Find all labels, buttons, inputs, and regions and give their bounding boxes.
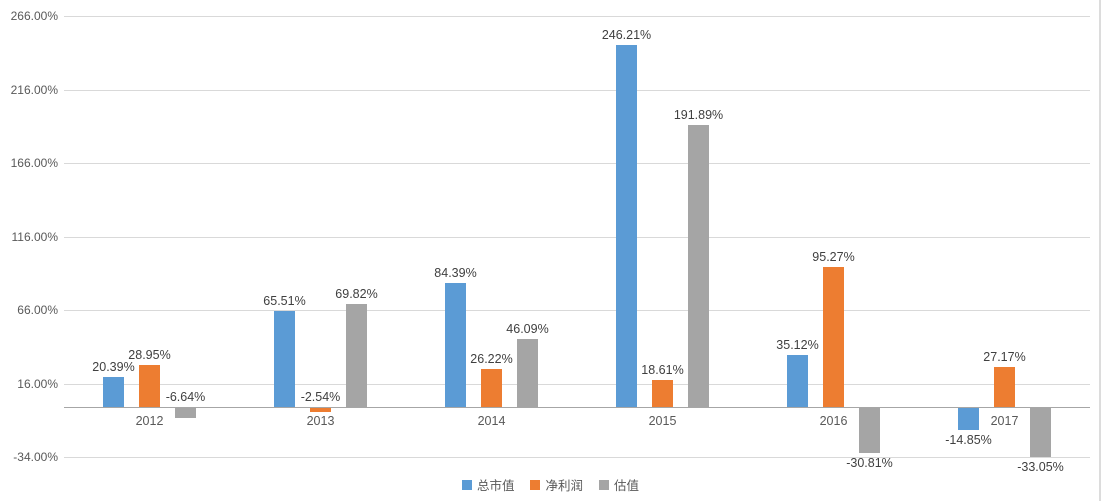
bar-net-profit-2014: [481, 368, 502, 407]
legend-label-valuation: 估值: [614, 479, 640, 493]
bar-valuation-2015: [688, 124, 709, 407]
x-tick-label-2013: 2013: [306, 414, 335, 428]
legend-label-market-cap: 总市值: [476, 479, 515, 493]
bar-net-profit-2016: [823, 267, 844, 407]
data-label-net-profit-2012: 28.95%: [128, 347, 171, 362]
valuation-swatch-icon: [599, 479, 609, 490]
bar-valuation-2014: [517, 339, 538, 408]
legend-item-net-profit: 净利润: [530, 475, 583, 494]
bar-valuation-2017: [1030, 408, 1051, 457]
y-tick-label: 166.00%: [10, 156, 58, 170]
data-label-market-cap-2015: 246.21%: [601, 28, 652, 43]
gridline: [64, 383, 1090, 385]
net-profit-swatch-icon: [530, 479, 541, 490]
data-label-valuation-2015: 191.89%: [673, 107, 724, 122]
x-axis-line: [64, 407, 1090, 408]
bar-market-cap-2012: [103, 377, 124, 407]
gridline: [64, 457, 1090, 458]
data-label-valuation-2017: -33.05%: [1017, 459, 1064, 474]
gridline: [64, 310, 1090, 311]
bar-market-cap-2016: [787, 355, 808, 407]
data-label-net-profit-2015: 18.61%: [641, 362, 684, 377]
data-label-valuation-2016: -30.81%: [846, 456, 893, 471]
x-tick-label-2016: 2016: [819, 414, 848, 428]
data-label-market-cap-2013: 65.51%: [263, 293, 306, 308]
gridline: [64, 236, 1090, 238]
y-tick-label: -34.00%: [13, 450, 58, 464]
gridline: [64, 163, 1090, 164]
x-tick-label-2014: 2014: [477, 414, 506, 428]
y-tick-label: 66.00%: [17, 303, 58, 317]
data-label-net-profit-2014: 26.22%: [470, 351, 513, 366]
data-label-net-profit-2017: 27.17%: [983, 350, 1026, 365]
data-label-market-cap-2017: -14.85%: [945, 432, 992, 447]
data-label-net-profit-2016: 95.27%: [812, 250, 855, 264]
window-edge-line: [1099, 0, 1101, 501]
bar-valuation-2012: [175, 408, 196, 418]
y-tick-label: 266.00%: [10, 9, 58, 23]
data-label-valuation-2013: 69.82%: [335, 287, 378, 302]
y-tick-label: 216.00%: [10, 82, 58, 97]
bar-net-profit-2015: [652, 379, 673, 408]
data-label-net-profit-2013: -2.54%: [300, 390, 341, 404]
data-label-market-cap-2016: 35.12%: [776, 338, 819, 353]
y-tick-label: 116.00%: [11, 229, 58, 244]
y-tick-label: 16.00%: [17, 376, 58, 391]
bar-valuation-2016: [859, 408, 880, 454]
data-label-market-cap-2014: 84.39%: [434, 266, 477, 280]
bar-market-cap-2014: [445, 283, 466, 408]
bar-net-profit-2013: [310, 408, 331, 412]
legend-item-market-cap: 总市值: [461, 475, 515, 494]
bar-net-profit-2012: [139, 364, 160, 408]
bar-market-cap-2017: [958, 408, 979, 430]
bar-valuation-2013: [346, 304, 367, 407]
legend-label-net-profit: 净利润: [545, 479, 583, 493]
legend-item-valuation: 估值: [599, 475, 639, 494]
data-label-valuation-2012: -6.64%: [165, 390, 206, 404]
gridline: [64, 16, 1090, 17]
bar-market-cap-2013: [274, 310, 295, 407]
legend: 总市值 净利润 估值: [0, 475, 1101, 494]
x-tick-label-2015: 2015: [648, 414, 677, 428]
gridline: [64, 89, 1090, 91]
bar-net-profit-2017: [994, 367, 1015, 407]
market-cap-swatch-icon: [461, 479, 472, 490]
data-label-market-cap-2012: 20.39%: [92, 360, 135, 374]
bar-market-cap-2015: [616, 45, 637, 407]
x-tick-label-2012: 2012: [135, 414, 164, 428]
data-label-valuation-2014: 46.09%: [506, 322, 549, 337]
x-tick-label-2017: 2017: [990, 414, 1019, 428]
